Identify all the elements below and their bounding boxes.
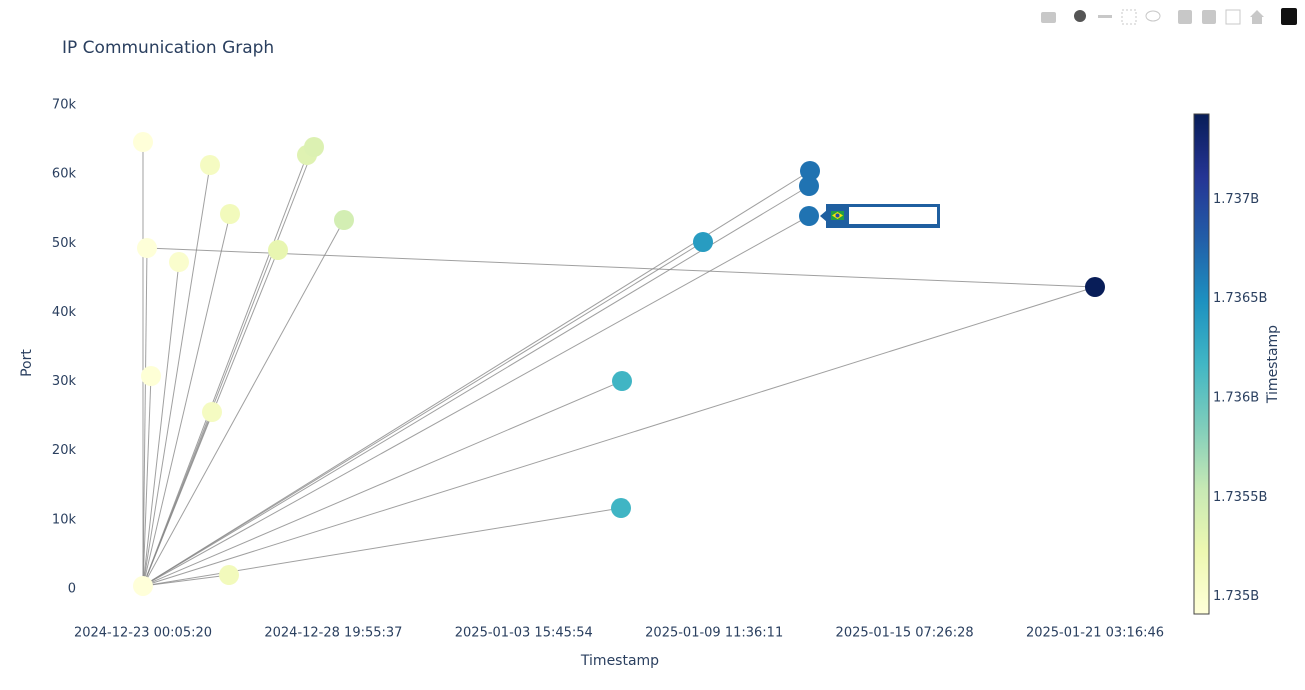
colorbar-tick-label: 1.735B	[1213, 589, 1259, 604]
edge	[142, 215, 810, 587]
x-tick-label: 2025-01-21 03:16:46	[1026, 626, 1164, 641]
node	[219, 203, 240, 224]
colorbar-tick-label: 1.737B	[1213, 192, 1259, 207]
edge	[142, 375, 152, 586]
nodes	[132, 132, 1105, 596]
y-tick-label: 0	[68, 582, 76, 597]
node	[611, 371, 632, 392]
edge	[142, 164, 211, 587]
edge	[142, 241, 704, 587]
node	[692, 232, 713, 252]
edges	[142, 142, 1096, 587]
x-tick-label: 2025-01-03 15:45:54	[455, 626, 593, 641]
node	[218, 565, 239, 586]
colorbar-title: Timestamp	[1265, 325, 1281, 404]
node	[201, 402, 222, 423]
y-tick-label: 40k	[52, 305, 77, 320]
node	[610, 498, 631, 519]
y-axis-title: Port	[19, 349, 35, 377]
y-tick-label: 20k	[52, 443, 77, 458]
colorbar-tick-label: 1.7365B	[1213, 291, 1267, 306]
edge	[142, 219, 345, 587]
x-axis-title: Timestamp	[580, 653, 659, 669]
node	[267, 240, 288, 261]
hover-label	[820, 204, 940, 228]
edge	[142, 261, 180, 587]
pan-button[interactable]	[1098, 15, 1112, 18]
flag-circle	[835, 213, 840, 218]
edge	[142, 170, 811, 587]
camera-button[interactable]	[1041, 12, 1056, 23]
edge	[146, 247, 1096, 288]
colorbar	[1193, 113, 1210, 615]
zoom-button[interactable]	[1074, 10, 1086, 22]
edge	[142, 146, 315, 587]
x-tick-label: 2025-01-09 11:36:11	[645, 626, 783, 641]
modebar	[1041, 8, 1297, 25]
reset-button[interactable]	[1250, 10, 1264, 24]
edge	[142, 185, 810, 587]
y-tick-label: 30k	[52, 374, 77, 389]
x-tick-label: 2024-12-28 19:55:37	[264, 626, 402, 641]
node	[140, 365, 161, 386]
colorbar-tick-label: 1.736B	[1213, 390, 1259, 405]
node	[799, 160, 820, 181]
autoscale-button[interactable]	[1225, 9, 1241, 25]
node	[798, 175, 819, 196]
node	[798, 206, 819, 227]
hover-text-field	[849, 207, 937, 224]
edge	[142, 213, 231, 587]
node	[1084, 277, 1105, 298]
zoom-out-button[interactable]	[1202, 10, 1216, 24]
x-tick-label: 2025-01-15 07:26:28	[836, 626, 974, 641]
edge	[142, 154, 308, 587]
select-button[interactable]	[1121, 9, 1137, 25]
edge	[142, 286, 1096, 587]
y-tick-label: 10k	[52, 512, 77, 527]
y-tick-label: 60k	[52, 167, 77, 182]
lasso-button[interactable]	[1145, 10, 1161, 22]
y-tick-label: 70k	[52, 98, 77, 113]
node	[136, 238, 157, 259]
colorbar-tick-label: 1.7355B	[1213, 490, 1267, 505]
node	[199, 155, 220, 176]
node	[303, 136, 324, 157]
node	[132, 575, 153, 596]
edge	[142, 507, 622, 587]
y-tick-label: 50k	[52, 236, 77, 251]
node	[132, 132, 153, 153]
node	[168, 252, 189, 273]
edge	[142, 248, 148, 586]
edge	[142, 380, 623, 587]
node	[333, 210, 354, 231]
plotly-logo[interactable]	[1281, 8, 1297, 25]
edge	[142, 574, 230, 587]
zoom-in-button[interactable]	[1178, 10, 1192, 24]
hover-pointer	[820, 210, 827, 222]
chart-title: IP Communication Graph	[62, 38, 274, 58]
x-tick-label: 2024-12-23 00:05:20	[74, 626, 212, 641]
